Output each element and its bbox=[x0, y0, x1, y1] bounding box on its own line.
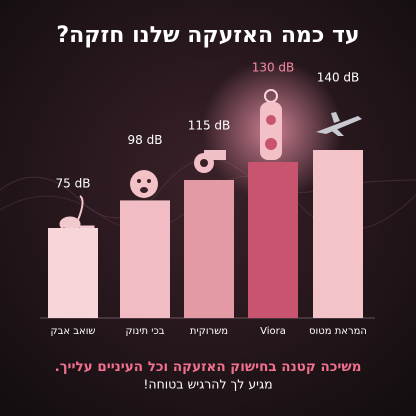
baby-icon bbox=[130, 170, 158, 198]
value-label: 75 dB bbox=[56, 177, 91, 191]
x-tick-label: Viora bbox=[260, 326, 286, 337]
bar bbox=[48, 228, 98, 318]
plane-icon bbox=[316, 112, 362, 136]
x-tick-label: משרוקית bbox=[190, 326, 228, 337]
whistle-icon bbox=[194, 150, 226, 173]
alarm-icon bbox=[260, 89, 282, 160]
bar bbox=[313, 150, 363, 318]
footer-headline: משיכה קטנה בחישוק האזעקה וכל העיניים עלי… bbox=[55, 359, 362, 375]
bar bbox=[184, 180, 234, 318]
footer-subline: מגיע לך להרגיש בטוחה! bbox=[143, 377, 272, 392]
x-tick-label: בכי תינוק bbox=[125, 326, 164, 337]
value-label: 115 dB bbox=[188, 119, 231, 133]
value-label: 98 dB bbox=[128, 133, 163, 147]
x-tick-label: המראת מטוס bbox=[309, 326, 367, 337]
bar bbox=[248, 162, 298, 318]
value-label: 130 dB bbox=[252, 61, 295, 75]
bar bbox=[120, 200, 170, 318]
value-label: 140 dB bbox=[317, 71, 360, 85]
x-tick-label: שואב אבק bbox=[50, 326, 95, 337]
chart-title: עד כמה האזעקה שלנו חזקה? bbox=[56, 23, 359, 48]
